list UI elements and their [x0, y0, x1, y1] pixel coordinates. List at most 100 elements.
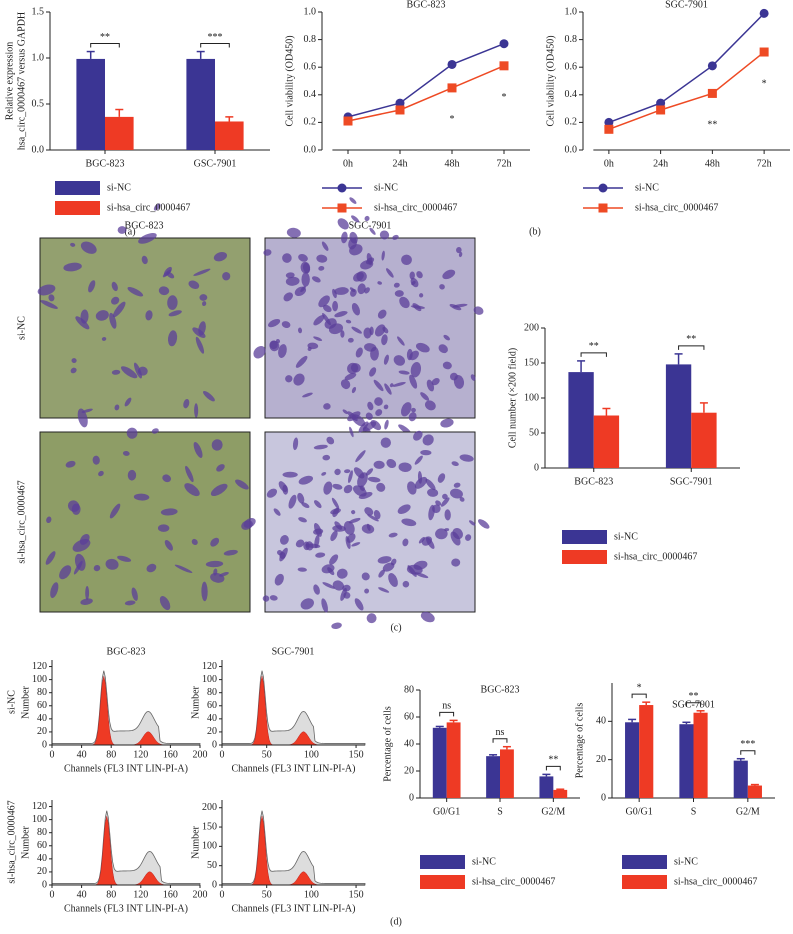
x-tick-label: 50	[262, 889, 272, 900]
cell	[315, 552, 326, 558]
cell	[393, 355, 406, 366]
significance-bracket	[200, 43, 230, 48]
y-tick-label: 40	[37, 713, 47, 724]
y-axis-label: Number	[190, 825, 201, 858]
legend-label: si-hsa_circ_0000467	[674, 876, 757, 887]
cell	[297, 492, 305, 504]
x-tick-label: 160	[163, 749, 178, 760]
cell	[183, 398, 190, 409]
cell	[105, 558, 119, 570]
cell	[50, 582, 59, 599]
point	[343, 116, 353, 126]
cell	[431, 378, 440, 386]
cell	[458, 251, 463, 258]
cell	[383, 404, 389, 410]
cell	[321, 564, 335, 574]
cell	[365, 468, 374, 476]
flow-title: SGC-7901	[272, 646, 315, 657]
cell	[280, 535, 289, 545]
cell	[127, 287, 144, 297]
significance-label: **	[100, 32, 110, 43]
bar	[747, 785, 762, 798]
cell	[343, 592, 351, 599]
cell	[75, 316, 90, 330]
cell	[364, 588, 370, 594]
cell	[364, 343, 377, 352]
cell	[357, 472, 368, 488]
micrograph-row-label: si-hsa_circ_0000467	[16, 480, 27, 563]
cell	[331, 622, 342, 629]
y-tick-label: 80	[37, 687, 47, 698]
cell	[389, 383, 394, 388]
y-tick-label: 20	[207, 726, 217, 737]
bar	[568, 372, 594, 468]
legend-label: si-hsa_circ_0000467	[635, 202, 718, 213]
cell	[375, 409, 383, 416]
cell	[297, 327, 303, 334]
cell	[98, 470, 104, 477]
cell	[137, 366, 148, 376]
cell	[111, 296, 120, 305]
legend-swatch	[420, 875, 465, 889]
cell	[414, 572, 429, 579]
cell	[394, 290, 404, 297]
cell	[385, 268, 394, 278]
cell	[313, 584, 320, 595]
y-tick-label: 20	[404, 765, 414, 776]
point	[707, 61, 717, 71]
cell	[419, 293, 424, 298]
cell	[451, 461, 459, 467]
cell	[442, 493, 448, 500]
significance-bracket	[580, 352, 607, 357]
legend-swatch	[55, 181, 100, 195]
cell	[376, 482, 386, 492]
legend-label: si-NC	[614, 531, 638, 542]
significance-label: ***	[208, 32, 223, 43]
cell	[262, 595, 270, 602]
significance-bracket	[90, 43, 120, 48]
cell	[425, 537, 435, 549]
cell	[399, 296, 410, 309]
bar	[500, 749, 514, 798]
cell	[138, 232, 157, 244]
cell	[151, 428, 159, 434]
significance-label: ***	[740, 739, 755, 750]
y-tick-label: 40	[596, 716, 606, 727]
cell	[194, 403, 199, 418]
x-tick-label: 0	[50, 889, 55, 900]
significance-label: *	[450, 114, 455, 125]
cell	[109, 503, 121, 519]
x-tick-label: SGC-7901	[670, 476, 713, 487]
x-tick-label: 80	[106, 889, 116, 900]
bar	[539, 776, 554, 798]
cell	[45, 551, 56, 565]
cell	[440, 418, 454, 428]
cell	[273, 508, 281, 516]
cell	[168, 310, 182, 317]
chart-title: SGC-7901	[672, 699, 715, 710]
cell	[300, 598, 314, 610]
y-tick-label: 80	[207, 687, 217, 698]
cell	[388, 573, 398, 587]
x-tick-label: G0/G1	[626, 806, 653, 817]
cell	[124, 600, 136, 606]
cell	[117, 555, 132, 562]
x-tick-label: 48h	[705, 158, 720, 169]
cell	[366, 523, 371, 531]
cell	[450, 488, 463, 499]
cell	[408, 412, 417, 422]
cell	[307, 346, 312, 351]
cell	[167, 295, 178, 310]
x-tick-label: G2/M	[541, 806, 565, 817]
x-tick-label: 72h	[497, 158, 512, 169]
point	[604, 124, 614, 134]
x-tick-label: 200	[193, 749, 208, 760]
y-tick-label: 0.8	[565, 34, 578, 45]
significance-label: **	[707, 120, 717, 131]
cell	[193, 441, 203, 458]
cell	[402, 580, 410, 588]
cell	[59, 565, 72, 580]
cell	[440, 497, 450, 507]
micrograph-title: BGC-823	[125, 220, 164, 231]
x-tick-label: 0	[220, 889, 225, 900]
